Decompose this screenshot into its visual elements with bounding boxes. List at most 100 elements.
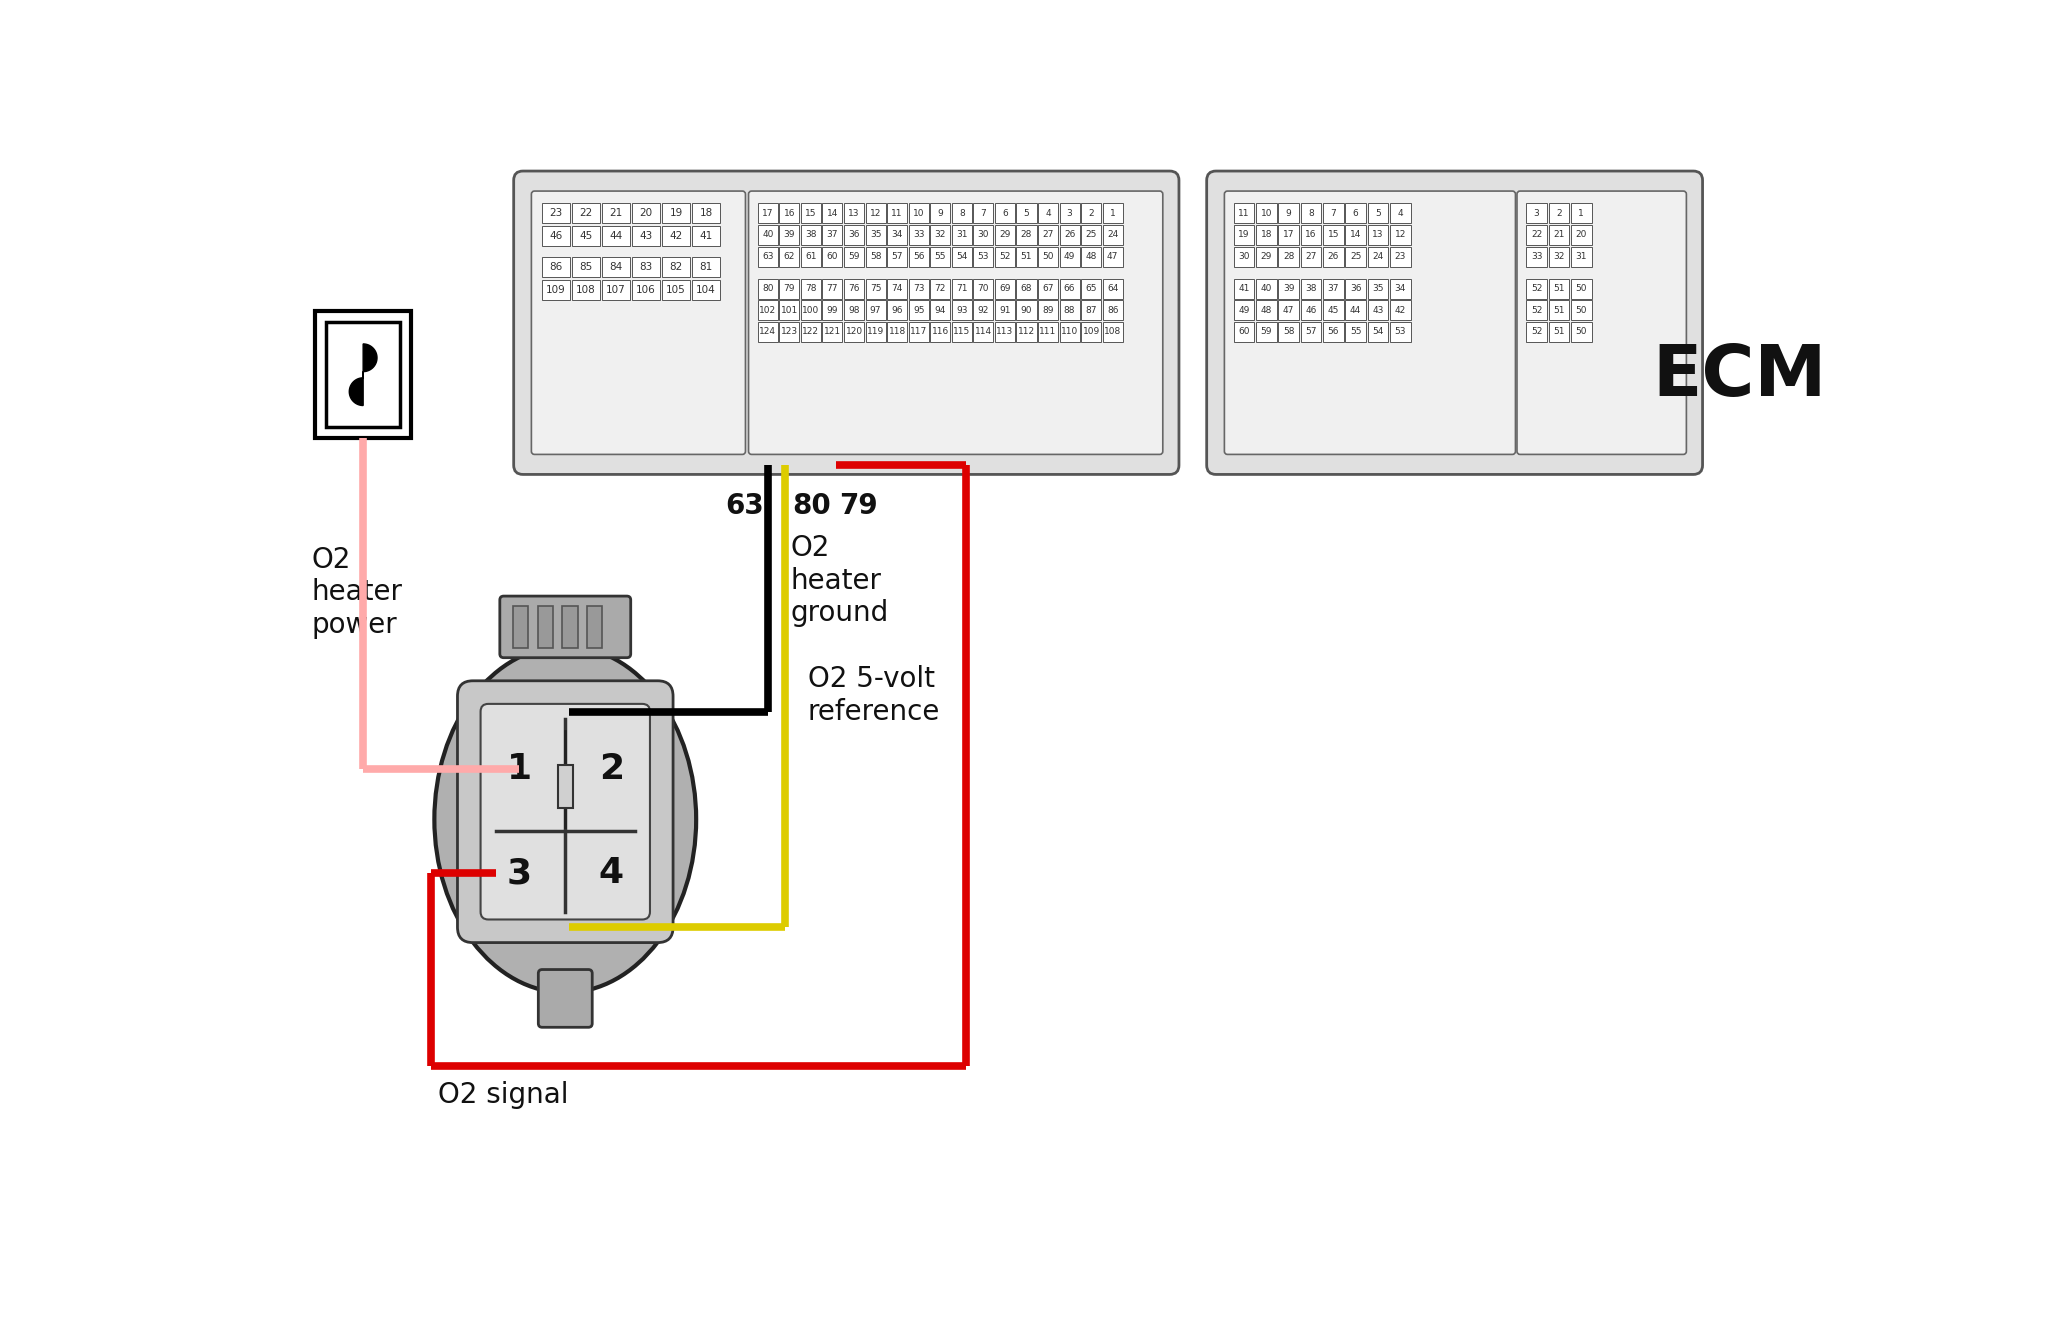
Text: 10: 10 (913, 209, 924, 217)
Text: 80: 80 (793, 493, 831, 521)
Text: 30: 30 (1239, 252, 1249, 262)
Text: 43: 43 (1372, 306, 1384, 315)
Bar (973, 225, 993, 246)
Text: 98: 98 (848, 306, 860, 315)
Bar (1278, 247, 1298, 267)
Bar (1323, 322, 1343, 342)
Text: 16: 16 (784, 209, 795, 217)
Text: 36: 36 (1350, 285, 1362, 294)
Text: 106: 106 (637, 285, 655, 295)
FancyBboxPatch shape (514, 170, 1180, 475)
Text: 10: 10 (1262, 209, 1272, 217)
Bar (1233, 301, 1255, 321)
Text: 62: 62 (784, 252, 795, 262)
Text: 8: 8 (958, 209, 965, 217)
Text: 57: 57 (1305, 327, 1317, 337)
Text: 48: 48 (1262, 306, 1272, 315)
Bar (866, 279, 885, 299)
Bar (1081, 301, 1102, 321)
Bar (758, 279, 778, 299)
Bar (909, 247, 928, 267)
Text: 17: 17 (1282, 231, 1294, 239)
Text: 21: 21 (1552, 231, 1565, 239)
Text: 54: 54 (1372, 327, 1384, 337)
Text: 99: 99 (827, 306, 838, 315)
Ellipse shape (434, 646, 696, 993)
Text: 32: 32 (934, 231, 946, 239)
Bar (1391, 322, 1411, 342)
Text: 105: 105 (666, 285, 686, 295)
Text: 50: 50 (1575, 285, 1587, 294)
Bar (952, 279, 973, 299)
Bar (571, 279, 600, 299)
Text: 114: 114 (975, 327, 991, 337)
Text: 51: 51 (1552, 327, 1565, 337)
Bar (563, 607, 578, 648)
Bar (1081, 247, 1102, 267)
Bar (1233, 225, 1255, 246)
Bar (930, 322, 950, 342)
Text: 11: 11 (1239, 209, 1249, 217)
Text: 40: 40 (762, 231, 774, 239)
Bar (909, 322, 928, 342)
Text: 27: 27 (1305, 252, 1317, 262)
Bar (909, 279, 928, 299)
Text: 116: 116 (932, 327, 948, 337)
Bar (662, 225, 690, 246)
Text: 35: 35 (1372, 285, 1384, 294)
Text: 38: 38 (1305, 285, 1317, 294)
Text: 79: 79 (840, 493, 879, 521)
Text: 42: 42 (670, 231, 682, 240)
Bar (1255, 322, 1276, 342)
Text: 58: 58 (870, 252, 881, 262)
Text: 108: 108 (1104, 327, 1122, 337)
Text: 118: 118 (889, 327, 905, 337)
Text: 60: 60 (827, 252, 838, 262)
Bar (758, 322, 778, 342)
Bar (543, 279, 569, 299)
Text: 76: 76 (848, 285, 860, 294)
Text: 1: 1 (1110, 209, 1116, 217)
Bar (995, 279, 1016, 299)
Bar (780, 322, 799, 342)
Text: 18: 18 (700, 208, 713, 219)
Bar (909, 225, 928, 246)
Text: 22: 22 (580, 208, 592, 219)
Bar (602, 225, 631, 246)
Bar (952, 322, 973, 342)
Text: 18: 18 (1262, 231, 1272, 239)
Text: 70: 70 (977, 285, 989, 294)
Bar (930, 204, 950, 223)
Text: 77: 77 (827, 285, 838, 294)
Text: 3: 3 (506, 856, 532, 890)
Bar (1016, 301, 1036, 321)
Bar (1059, 204, 1079, 223)
Bar (1391, 247, 1411, 267)
Bar (602, 279, 631, 299)
Bar (1323, 279, 1343, 299)
Text: 55: 55 (1350, 327, 1362, 337)
Text: 26: 26 (1327, 252, 1339, 262)
Text: 111: 111 (1040, 327, 1057, 337)
Bar (662, 204, 690, 223)
Text: 95: 95 (913, 306, 924, 315)
Text: 2: 2 (1556, 209, 1563, 217)
Bar (571, 204, 600, 223)
Bar (588, 607, 602, 648)
Bar (1038, 322, 1059, 342)
Text: 59: 59 (1262, 327, 1272, 337)
Bar (1300, 301, 1321, 321)
Bar (866, 225, 885, 246)
Bar (1102, 301, 1122, 321)
Bar (1038, 204, 1059, 223)
Text: 73: 73 (913, 285, 924, 294)
Text: 26: 26 (1063, 231, 1075, 239)
Text: 41: 41 (1239, 285, 1249, 294)
Text: 23: 23 (549, 208, 563, 219)
Text: 123: 123 (780, 327, 799, 337)
Text: 50: 50 (1575, 306, 1587, 315)
Bar (952, 204, 973, 223)
Text: 56: 56 (913, 252, 924, 262)
Bar (1548, 322, 1569, 342)
Text: 19: 19 (1239, 231, 1249, 239)
